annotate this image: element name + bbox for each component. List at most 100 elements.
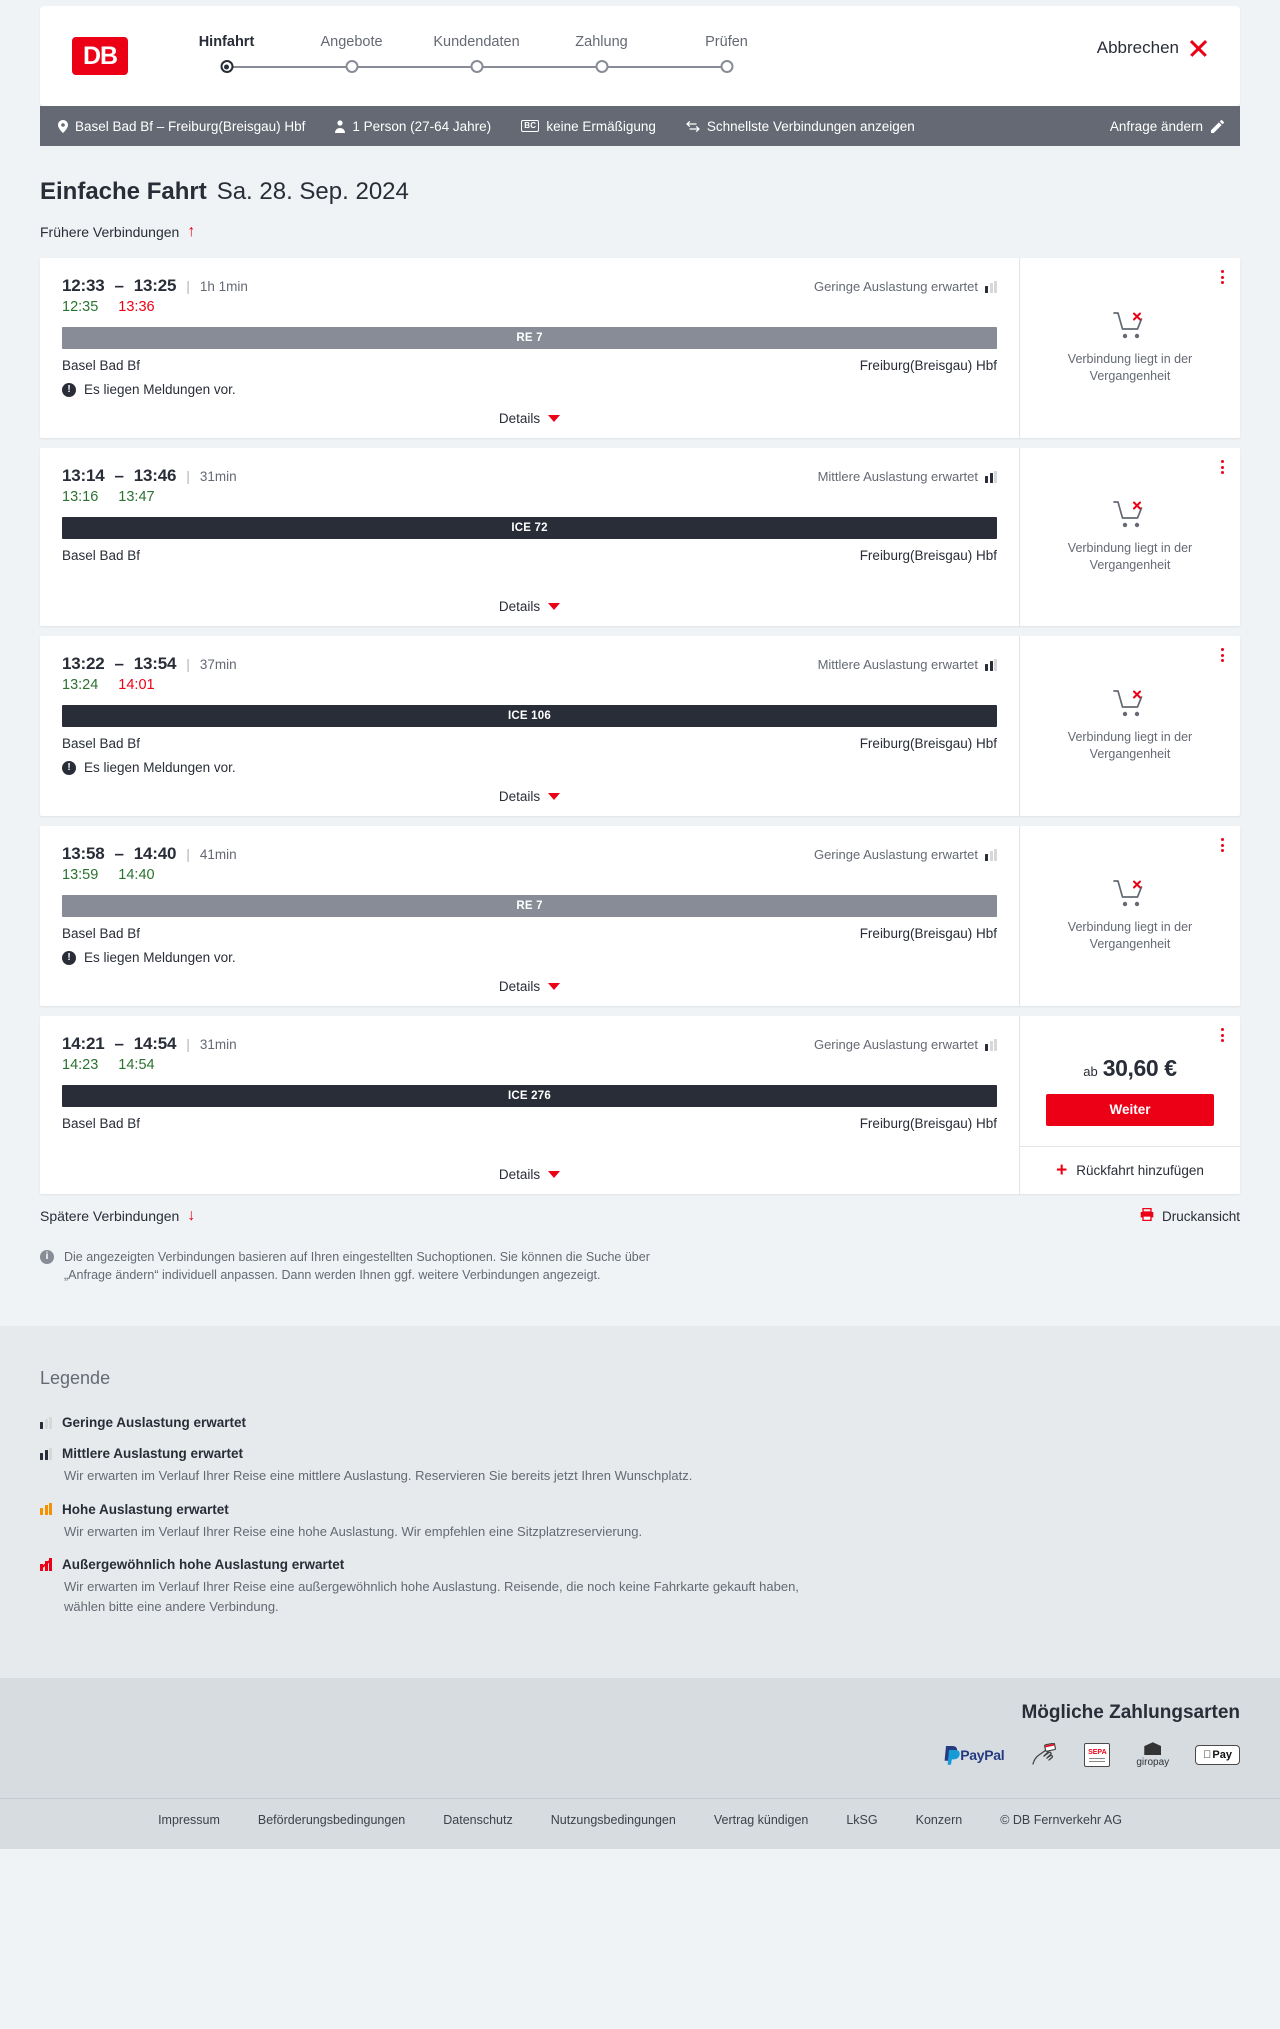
connection-row[interactable]: 13:14 – 13:46 | 31min 13:16 13:47 <box>40 448 1240 626</box>
footer-link-befoerderungsbedingungen[interactable]: Beförderungsbedingungen <box>257 1813 406 1828</box>
more-options-button[interactable] <box>1221 1028 1224 1042</box>
page-title: Einfache Fahrt Sa. 28. Sep. 2024 <box>40 178 1240 206</box>
more-options-button[interactable] <box>1221 838 1224 852</box>
arrive-time: 13:46 <box>133 466 177 485</box>
legend-item-head: Mittlere Auslastung erwartet <box>40 1446 1240 1461</box>
train-line-bar: ICE 276 <box>62 1085 997 1107</box>
step-hinfahrt[interactable]: Hinfahrt <box>164 34 352 75</box>
search-summary-bar: Basel Bad Bf – Freiburg(Breisgau) Hbf 1 … <box>40 106 1240 146</box>
connection-message[interactable]: ! Es liegen Meldungen vor. <box>62 760 997 775</box>
actual-depart-time: 13:16 <box>62 489 99 505</box>
legend-item-desc: Wir erwarten im Verlauf Ihrer Reise eine… <box>64 1523 643 1539</box>
earlier-connections-button[interactable]: Frühere Verbindungen ↑ <box>40 223 196 241</box>
apple-pay-badge:  Pay <box>1195 1745 1240 1766</box>
step-label: Hinfahrt <box>198 34 255 50</box>
cancel-button[interactable]: Abbrechen <box>1097 38 1208 58</box>
connection-times: 13:22 – 13:54 | 37min 13:24 14:01 <box>62 654 237 693</box>
summary-route[interactable]: Basel Bad Bf – Freiburg(Breisgau) Hbf <box>58 119 305 134</box>
payment-methods-title: Mögliche Zahlungsarten <box>1021 1702 1240 1724</box>
legend-item-head: Geringe Auslastung erwartet <box>40 1415 1240 1430</box>
summary-passengers[interactable]: 1 Person (27-64 Jahre) <box>335 119 491 134</box>
step-pruefen[interactable]: Prüfen <box>664 34 789 75</box>
step-connector <box>601 66 727 68</box>
connection-times: 12:33 – 13:25 | 1h 1min 12:35 13:36 <box>62 276 248 315</box>
connection-list: 12:33 – 13:25 | 1h 1min 12:35 13:36 <box>40 258 1240 1194</box>
time-separator: – <box>114 466 124 485</box>
details-button[interactable]: Details <box>499 979 561 994</box>
step-connector <box>351 66 477 68</box>
footer-link-impressum[interactable]: Impressum <box>158 1813 220 1828</box>
later-connections-button[interactable]: Spätere Verbindungen ↓ <box>40 1207 196 1225</box>
legend-title: Legende <box>40 1368 111 1389</box>
details-button[interactable]: Details <box>499 411 561 426</box>
step-angebote[interactable]: Angebote <box>289 34 477 75</box>
bottom-nav: Spätere Verbindungen ↓ Druckansicht <box>40 1207 1240 1225</box>
step-connector <box>476 66 602 68</box>
step-kundendaten[interactable]: Kundendaten <box>414 34 602 75</box>
utilization-label: Geringe Auslastung erwartet <box>813 1037 978 1052</box>
footer-link-lksg[interactable]: LkSG <box>846 1813 878 1828</box>
earlier-connections-label: Frühere Verbindungen <box>40 224 180 240</box>
chevron-down-icon <box>548 415 561 422</box>
divider: | <box>186 278 190 294</box>
step-dot <box>470 60 483 73</box>
connection-row[interactable]: 12:33 – 13:25 | 1h 1min 12:35 13:36 <box>40 258 1240 438</box>
summary-route-label: Basel Bad Bf – Freiburg(Breisgau) Hbf <box>75 118 306 134</box>
details-row: Details <box>62 775 997 804</box>
past-connection-label: Verbindung liegt in der Vergangenheit <box>1067 730 1193 761</box>
more-options-button[interactable] <box>1221 460 1224 474</box>
details-button[interactable]: Details <box>499 789 561 804</box>
actual-times: 13:24 14:01 <box>62 677 237 693</box>
connection-row[interactable]: 13:58 – 14:40 | 41min 13:59 14:40 <box>40 826 1240 1006</box>
origin-station: Basel Bad Bf <box>62 926 141 941</box>
connection-row[interactable]: 13:22 – 13:54 | 37min 13:24 14:01 <box>40 636 1240 816</box>
price-box: ab 30,60 € Weiter <box>1020 1016 1240 1146</box>
more-options-button[interactable] <box>1221 648 1224 662</box>
destination-station: Freiburg(Breisgau) Hbf <box>859 548 997 563</box>
details-row: Details <box>62 1153 997 1182</box>
footer-link-nutzungsbedingungen[interactable]: Nutzungsbedingungen <box>550 1813 676 1828</box>
step-zahlung[interactable]: Zahlung <box>539 34 727 75</box>
arrow-up-icon: ↑ <box>187 223 196 240</box>
footer-link-vertrag-kuendigen[interactable]: Vertrag kündigen <box>713 1813 809 1828</box>
footer-link-konzern[interactable]: Konzern <box>915 1813 963 1828</box>
legend-item-desc: Wir erwarten im Verlauf Ihrer Reise eine… <box>64 1579 799 1614</box>
connection-header: 13:58 – 14:40 | 41min 13:59 14:40 <box>62 844 997 883</box>
utilization-bars-icon <box>985 470 997 483</box>
price-display: ab 30,60 € <box>1083 1055 1177 1082</box>
exclamation-icon: ! <box>62 382 76 397</box>
legend-item-head: Außergewöhnlich hohe Auslastung erwartet <box>40 1557 1240 1572</box>
footer-link-datenschutz[interactable]: Datenschutz <box>443 1813 513 1828</box>
edit-search-button[interactable]: Anfrage ändern <box>1110 119 1224 134</box>
summary-sorting[interactable]: Schnellste Verbindungen anzeigen <box>686 119 915 134</box>
utilization-indicator: Geringe Auslastung erwartet <box>814 847 997 862</box>
train-name: RE 7 <box>516 332 543 344</box>
card-hand-icon <box>1030 1743 1058 1767</box>
paypal-icon: PayPal <box>943 1742 1005 1768</box>
step-label: Angebote <box>320 34 383 50</box>
pencil-icon <box>1211 119 1224 133</box>
continue-button[interactable]: Weiter <box>1046 1093 1214 1126</box>
actual-times: 14:23 14:54 <box>62 1057 237 1073</box>
connection-message[interactable]: ! Es liegen Meldungen vor. <box>62 382 997 397</box>
more-options-button[interactable] <box>1221 270 1224 284</box>
details-button[interactable]: Details <box>499 599 561 614</box>
connection-row[interactable]: 14:21 – 14:54 | 31min 14:23 14:54 <box>40 1016 1240 1194</box>
train-name: ICE 106 <box>508 710 551 722</box>
connection-details: 13:58 – 14:40 | 41min 13:59 14:40 <box>40 826 1020 1006</box>
add-return-trip-button[interactable]: + Rückfahrt hinzufügen <box>1020 1146 1240 1194</box>
print-view-button[interactable]: Druckansicht <box>1140 1207 1240 1224</box>
connection-message-label: Es liegen Meldungen vor. <box>84 760 236 775</box>
summary-discount[interactable]: BC keine Ermäßigung <box>521 119 656 134</box>
connection-message-label: Es liegen Meldungen vor. <box>84 382 236 397</box>
details-button[interactable]: Details <box>499 1167 561 1182</box>
arrive-time: 14:54 <box>133 1034 177 1053</box>
arrow-down-icon: ↓ <box>187 1207 196 1224</box>
giropay-icon: giropay <box>1136 1742 1169 1768</box>
payment-methods-list: PayPal SEPA giropay  Pay <box>40 1742 1240 1768</box>
arrive-time: 13:25 <box>133 276 177 295</box>
giropay-shape <box>1144 1742 1162 1756</box>
db-logo[interactable]: DB <box>72 37 128 75</box>
connection-message[interactable]: ! Es liegen Meldungen vor. <box>62 950 997 965</box>
cart-disabled-icon <box>1113 689 1147 719</box>
